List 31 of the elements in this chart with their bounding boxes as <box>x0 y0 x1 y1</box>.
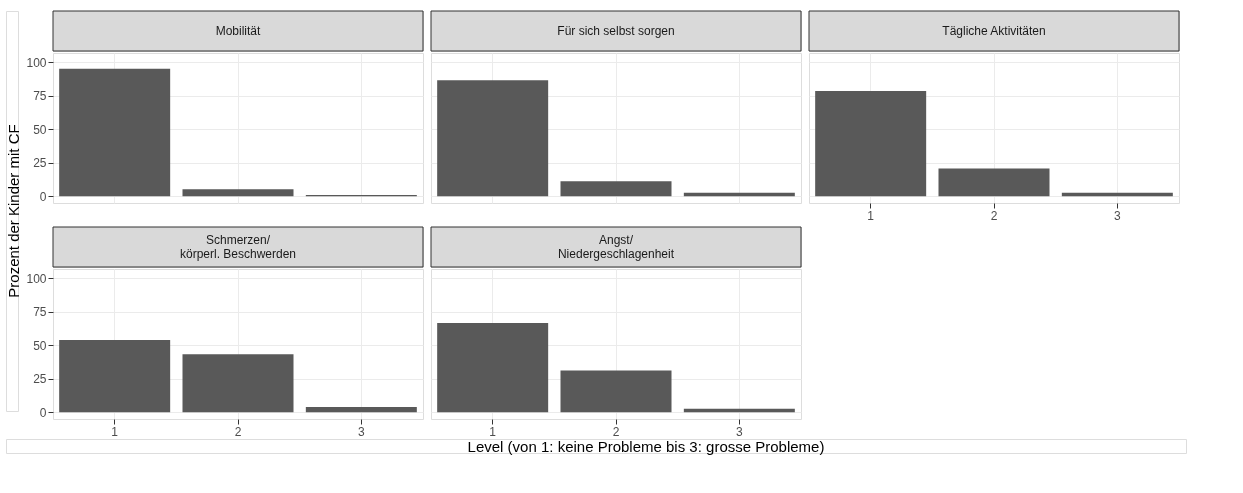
y-tick-label: 100 <box>26 271 47 286</box>
y-axis-title: Prozent der Kinder mit CF <box>5 124 22 298</box>
y-tick-label: 75 <box>33 89 47 104</box>
y-tick-label: 0 <box>39 189 47 204</box>
chart-title: Mobilität <box>215 24 262 38</box>
x-tick-label: 2 <box>234 424 242 439</box>
y-tick-label: 25 <box>33 156 47 171</box>
x-axis-title: Level (von 1: keine Probleme bis 3: grosse Probleme) <box>467 438 825 455</box>
y-tick-label: 50 <box>33 122 47 137</box>
y-tick-label: 0 <box>39 405 47 420</box>
bar <box>182 189 294 197</box>
x-tick-label: 3 <box>735 424 743 439</box>
y-tick-label: 25 <box>33 372 47 387</box>
x-tick-label: 3 <box>357 424 365 439</box>
y-tick-label: 75 <box>33 305 47 320</box>
x-tick-label: 3 <box>1113 208 1121 223</box>
chart-title: Schmerzen/ körperl. Beschwerden <box>179 233 297 261</box>
bar <box>59 339 171 413</box>
x-tick-label: 2 <box>612 424 620 439</box>
x-tick-label: 1 <box>111 424 119 439</box>
y-tick-label: 50 <box>33 338 47 353</box>
bar <box>305 406 417 413</box>
x-tick-label: 1 <box>867 208 875 223</box>
x-tick-label: 2 <box>990 208 998 223</box>
chart-title: Tägliche Aktivitäten <box>942 24 1046 38</box>
chart-title: Für sich selbst sorgen <box>557 24 675 38</box>
y-tick-label: 100 <box>26 55 47 70</box>
x-tick-label: 1 <box>489 424 497 439</box>
chart-title: Angst/ Niedergeschlagenheit <box>557 233 675 261</box>
bar <box>182 354 294 413</box>
bar <box>59 68 171 197</box>
